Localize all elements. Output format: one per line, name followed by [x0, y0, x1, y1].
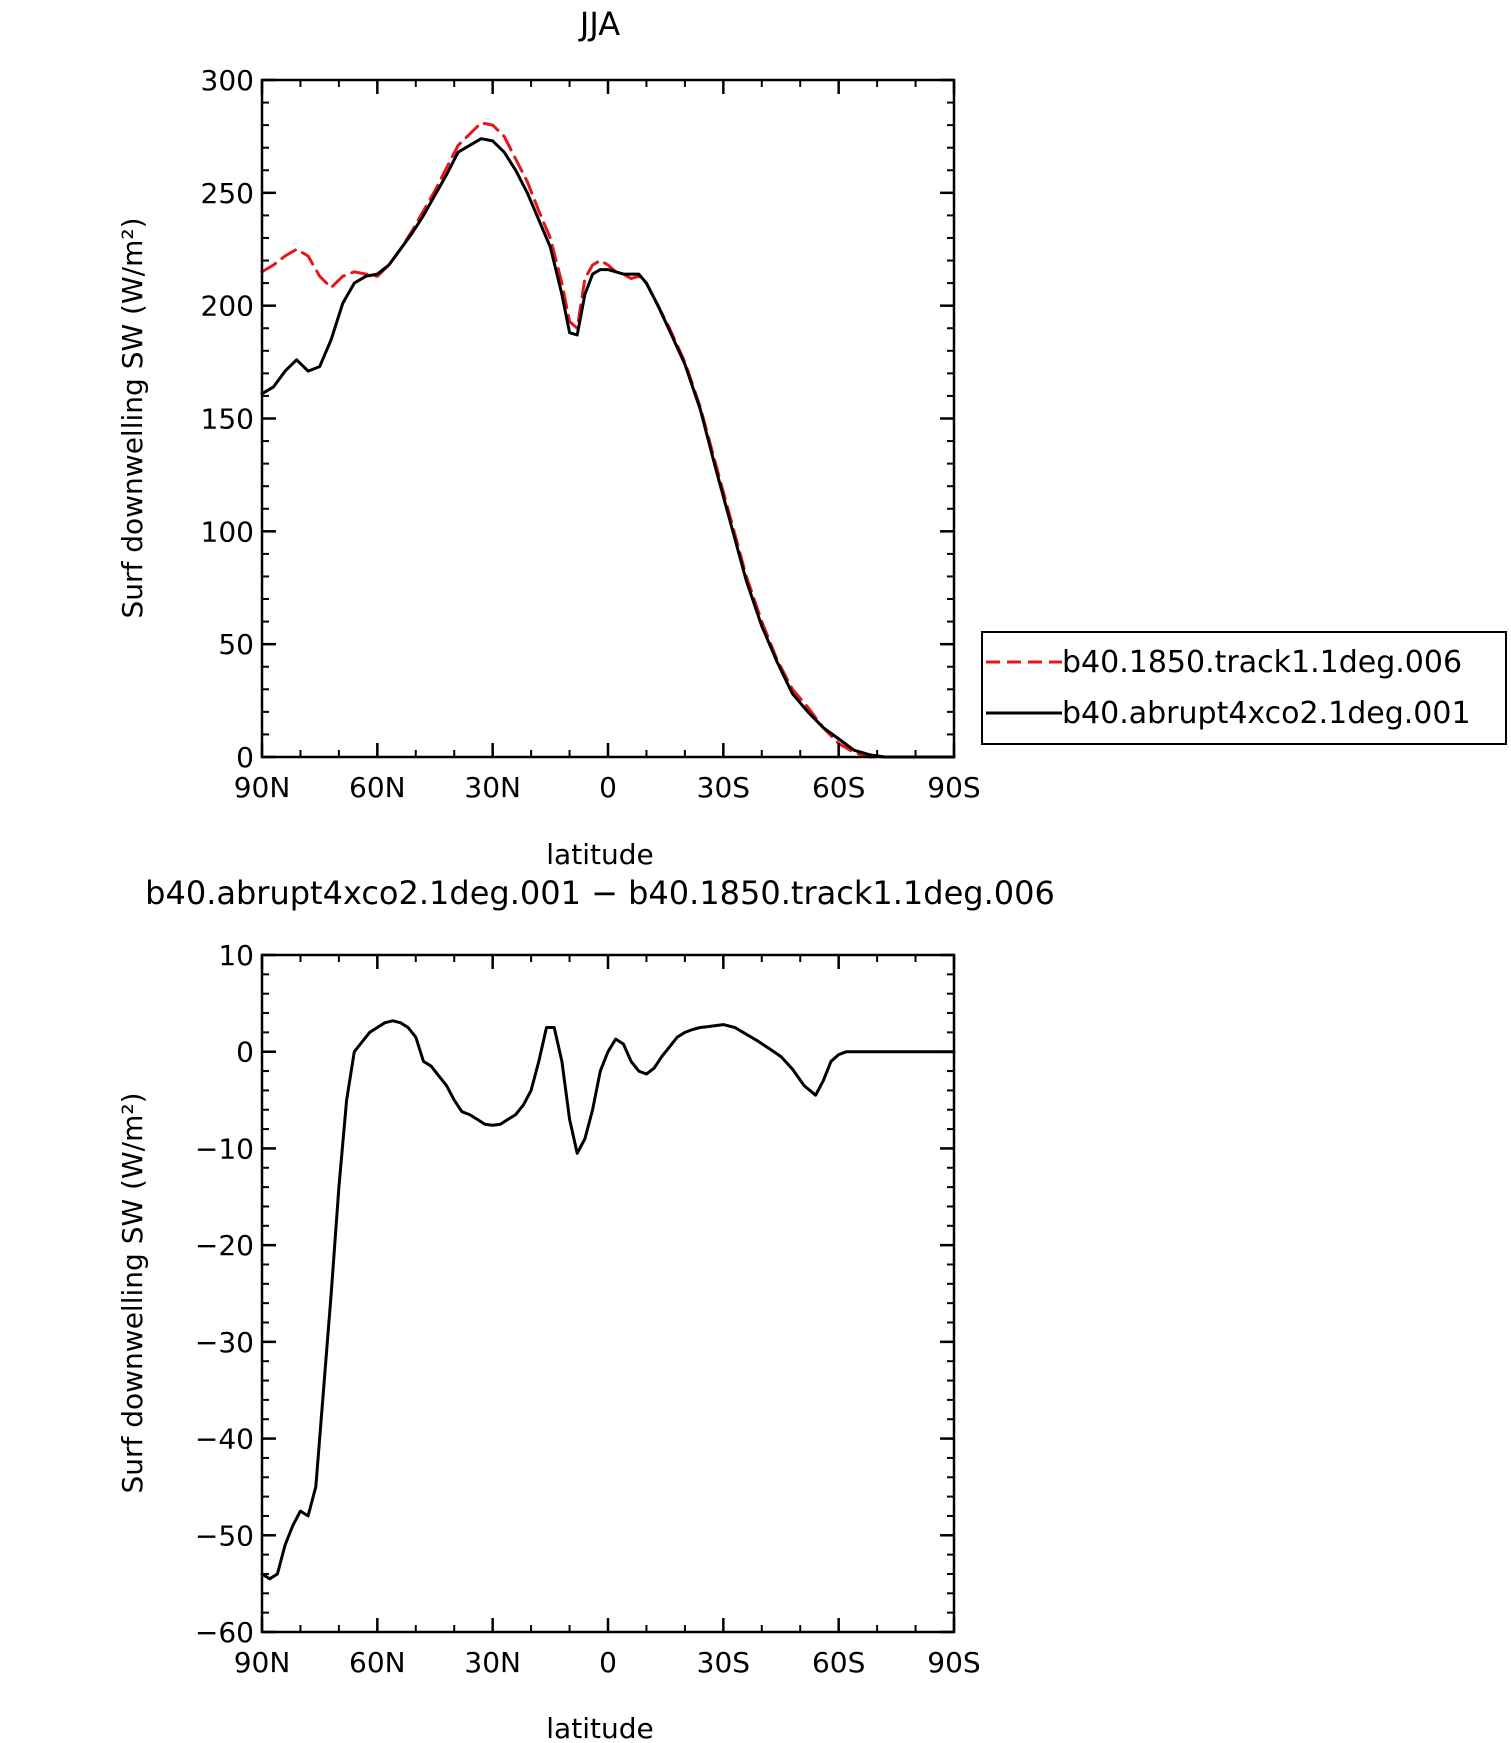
bottom-panel-xtick-label: 0 — [599, 1646, 617, 1679]
bottom-panel-series-line-0 — [260, 1019, 956, 1581]
bottom-panel-ytick-label: −40 — [195, 1423, 254, 1456]
top-panel-title: JJA — [578, 5, 620, 43]
top-panel-xtick-label: 90N — [234, 771, 291, 804]
bottom-panel-ytick-label: −10 — [195, 1132, 254, 1165]
bottom-panel-tick-labels: 90N 60N 30N 0 30S 60S 90S 10 0 −10 −20 −30 −40 −50 −60 — [195, 939, 981, 1679]
top-panel-tick-labels: 90N 60N 30N 0 30S 60S 90S 0 50 100 150 200 250 300 — [201, 64, 981, 804]
top-panel-frame — [260, 78, 956, 759]
top-panel-xtick-label: 0 — [599, 771, 617, 804]
top-panel-xlabel: latitude — [546, 838, 653, 871]
legend-entry-abrupt4xco2: b40.abrupt4xco2.1deg.001 — [1062, 696, 1471, 731]
top-panel-ytick-label: 250 — [201, 177, 254, 210]
top-panel-series — [260, 121, 956, 759]
bottom-panel-series — [260, 1019, 956, 1581]
top-panel-xtick-label: 90S — [927, 771, 980, 804]
bottom-panel-ytick-label: −20 — [195, 1229, 254, 1262]
bottom-panel-xtick-label: 60N — [349, 1646, 406, 1679]
bottom-panel-ytick-label: −60 — [195, 1616, 254, 1649]
bottom-panel-xlabel: latitude — [546, 1712, 653, 1743]
bottom-panel-xtick-label: 30N — [464, 1646, 521, 1679]
bottom-panel-ticks — [260, 953, 956, 1634]
top-panel-xtick-label: 60S — [812, 771, 865, 804]
bottom-panel-xtick-label: 90N — [234, 1646, 291, 1679]
bottom-panel-ylabel: Surf downwelling SW (W/m²) — [116, 1092, 149, 1493]
bottom-panel-xtick-label: 90S — [927, 1646, 980, 1679]
top-panel-series-line-1 — [260, 137, 956, 759]
top-panel-xtick-label: 30S — [697, 771, 750, 804]
top-panel-ytick-label: 150 — [201, 403, 254, 436]
bottom-panel-xtick-label: 30S — [697, 1646, 750, 1679]
top-panel-xtick-label: 30N — [464, 771, 521, 804]
bottom-panel-ytick-label: −30 — [195, 1326, 254, 1359]
top-panel-xtick-label: 60N — [349, 771, 406, 804]
bottom-panel-ytick-label: 10 — [218, 939, 254, 972]
legend-entry-control: b40.1850.track1.1deg.006 — [1062, 645, 1462, 680]
bottom-panel-ytick-label: −50 — [195, 1519, 254, 1552]
top-panel-ytick-label: 200 — [201, 290, 254, 323]
top-panel: JJA 90N 60N 30N 0 30S 60S 90S 0 50 100 150 200 250 30… — [116, 5, 1507, 871]
top-panel-ytick-label: 50 — [218, 628, 254, 661]
top-panel-ytick-label: 300 — [201, 64, 254, 97]
bottom-panel-title: b40.abrupt4xco2.1deg.001 − b40.1850.trac… — [145, 874, 1055, 912]
top-panel-ticks — [260, 78, 956, 759]
top-panel-ylabel: Surf downwelling SW (W/m²) — [116, 217, 149, 618]
top-panel-ytick-label: 100 — [201, 515, 254, 548]
legend-box — [981, 631, 1507, 745]
bottom-panel-frame — [260, 953, 956, 1634]
bottom-panel: b40.abrupt4xco2.1deg.001 − b40.1850.trac… — [116, 874, 1055, 1743]
legend: b40.1850.track1.1deg.006 b40.abrupt4xco2… — [981, 631, 1507, 745]
top-panel-series-line-0 — [260, 121, 956, 759]
bottom-panel-ytick-label: 0 — [236, 1036, 254, 1069]
top-panel-ytick-label: 0 — [236, 741, 254, 774]
bottom-panel-xtick-label: 60S — [812, 1646, 865, 1679]
